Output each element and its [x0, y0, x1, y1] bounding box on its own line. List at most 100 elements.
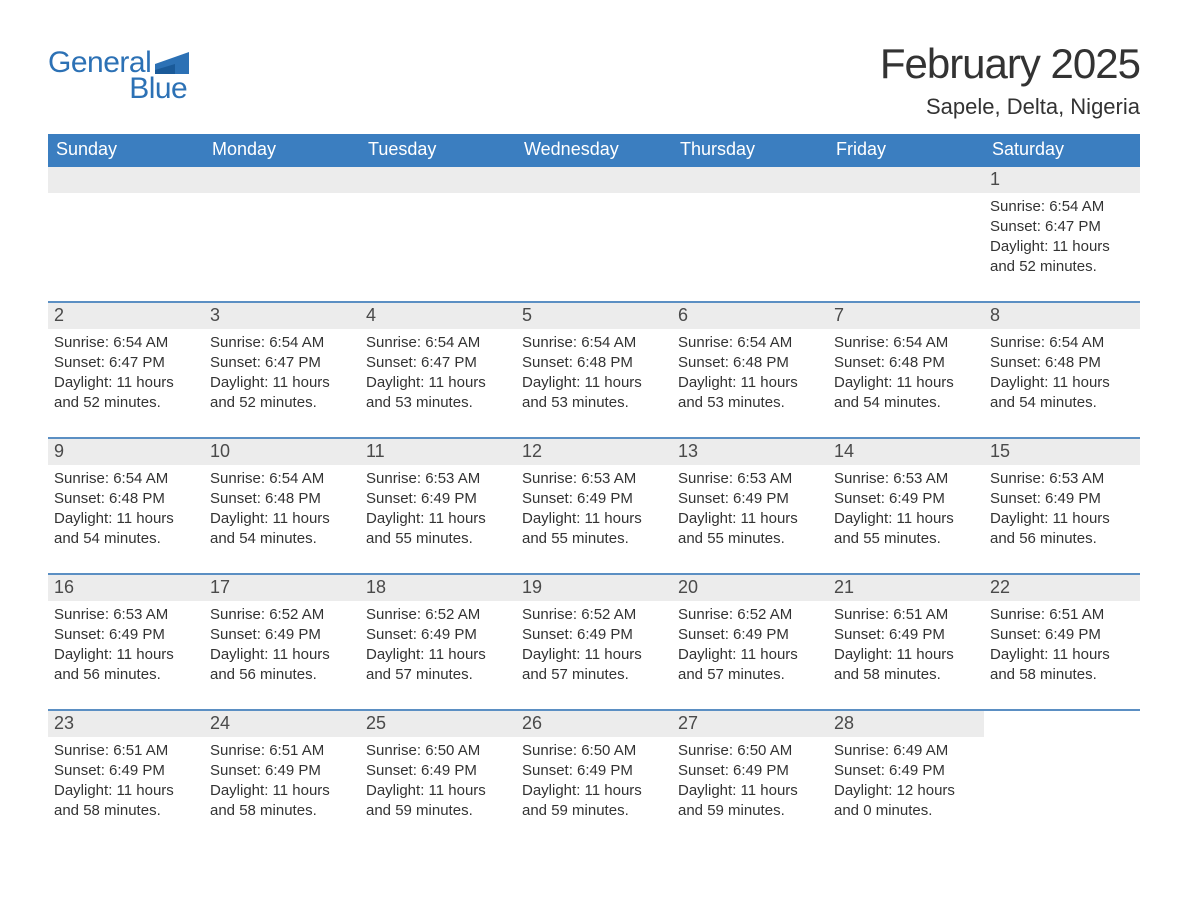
daylight-line: Daylight: 11 hours and 58 minutes.	[834, 645, 978, 685]
daylight-line: Daylight: 11 hours and 55 minutes.	[366, 509, 510, 549]
location-text: Sapele, Delta, Nigeria	[880, 94, 1140, 120]
day-info: Sunrise: 6:53 AMSunset: 6:49 PMDaylight:…	[516, 465, 672, 549]
daylight-line: Daylight: 11 hours and 52 minutes.	[990, 237, 1134, 277]
day-cell: 24Sunrise: 6:51 AMSunset: 6:49 PMDayligh…	[204, 711, 360, 833]
sunset-line: Sunset: 6:49 PM	[54, 761, 198, 781]
day-cell: 13Sunrise: 6:53 AMSunset: 6:49 PMDayligh…	[672, 439, 828, 561]
sunrise-line: Sunrise: 6:54 AM	[990, 333, 1134, 353]
day-number-empty	[828, 167, 984, 193]
day-info: Sunrise: 6:51 AMSunset: 6:49 PMDaylight:…	[48, 737, 204, 821]
day-cell: 15Sunrise: 6:53 AMSunset: 6:49 PMDayligh…	[984, 439, 1140, 561]
day-info: Sunrise: 6:50 AMSunset: 6:49 PMDaylight:…	[516, 737, 672, 821]
daylight-line: Daylight: 11 hours and 56 minutes.	[54, 645, 198, 685]
day-cell	[828, 167, 984, 289]
daylight-line: Daylight: 11 hours and 55 minutes.	[834, 509, 978, 549]
day-info: Sunrise: 6:52 AMSunset: 6:49 PMDaylight:…	[516, 601, 672, 685]
sunset-line: Sunset: 6:49 PM	[834, 761, 978, 781]
day-info: Sunrise: 6:52 AMSunset: 6:49 PMDaylight:…	[204, 601, 360, 685]
day-cell	[204, 167, 360, 289]
sunrise-line: Sunrise: 6:50 AM	[522, 741, 666, 761]
sunrise-line: Sunrise: 6:54 AM	[54, 469, 198, 489]
day-cell: 28Sunrise: 6:49 AMSunset: 6:49 PMDayligh…	[828, 711, 984, 833]
day-info: Sunrise: 6:52 AMSunset: 6:49 PMDaylight:…	[360, 601, 516, 685]
sunset-line: Sunset: 6:49 PM	[522, 761, 666, 781]
sunrise-line: Sunrise: 6:54 AM	[210, 333, 354, 353]
daylight-line: Daylight: 11 hours and 55 minutes.	[522, 509, 666, 549]
weekday-wednesday: Wednesday	[516, 134, 672, 167]
day-number: 14	[828, 439, 984, 465]
day-cell	[984, 711, 1140, 833]
title-block: February 2025 Sapele, Delta, Nigeria	[880, 40, 1140, 120]
day-number: 5	[516, 303, 672, 329]
sunset-line: Sunset: 6:48 PM	[210, 489, 354, 509]
sunrise-line: Sunrise: 6:51 AM	[54, 741, 198, 761]
daylight-line: Daylight: 11 hours and 52 minutes.	[54, 373, 198, 413]
weekday-header-row: SundayMondayTuesdayWednesdayThursdayFrid…	[48, 134, 1140, 167]
day-number: 9	[48, 439, 204, 465]
day-number: 23	[48, 711, 204, 737]
sunset-line: Sunset: 6:49 PM	[990, 489, 1134, 509]
day-info: Sunrise: 6:53 AMSunset: 6:49 PMDaylight:…	[672, 465, 828, 549]
week-row: 16Sunrise: 6:53 AMSunset: 6:49 PMDayligh…	[48, 573, 1140, 697]
day-cell: 27Sunrise: 6:50 AMSunset: 6:49 PMDayligh…	[672, 711, 828, 833]
day-number: 4	[360, 303, 516, 329]
week-row: 23Sunrise: 6:51 AMSunset: 6:49 PMDayligh…	[48, 709, 1140, 833]
day-number: 1	[984, 167, 1140, 193]
day-info: Sunrise: 6:50 AMSunset: 6:49 PMDaylight:…	[360, 737, 516, 821]
day-cell: 10Sunrise: 6:54 AMSunset: 6:48 PMDayligh…	[204, 439, 360, 561]
month-title: February 2025	[880, 40, 1140, 88]
sunset-line: Sunset: 6:48 PM	[678, 353, 822, 373]
calendar: SundayMondayTuesdayWednesdayThursdayFrid…	[48, 134, 1140, 833]
sunrise-line: Sunrise: 6:54 AM	[210, 469, 354, 489]
day-info: Sunrise: 6:54 AMSunset: 6:47 PMDaylight:…	[360, 329, 516, 413]
day-number: 26	[516, 711, 672, 737]
sunset-line: Sunset: 6:49 PM	[522, 625, 666, 645]
day-number: 8	[984, 303, 1140, 329]
day-info: Sunrise: 6:49 AMSunset: 6:49 PMDaylight:…	[828, 737, 984, 821]
day-cell: 8Sunrise: 6:54 AMSunset: 6:48 PMDaylight…	[984, 303, 1140, 425]
day-info: Sunrise: 6:54 AMSunset: 6:48 PMDaylight:…	[204, 465, 360, 549]
day-cell: 16Sunrise: 6:53 AMSunset: 6:49 PMDayligh…	[48, 575, 204, 697]
daylight-line: Daylight: 11 hours and 59 minutes.	[678, 781, 822, 821]
week-row: 2Sunrise: 6:54 AMSunset: 6:47 PMDaylight…	[48, 301, 1140, 425]
daylight-line: Daylight: 11 hours and 56 minutes.	[990, 509, 1134, 549]
day-cell: 26Sunrise: 6:50 AMSunset: 6:49 PMDayligh…	[516, 711, 672, 833]
sunrise-line: Sunrise: 6:54 AM	[990, 197, 1134, 217]
sunrise-line: Sunrise: 6:51 AM	[834, 605, 978, 625]
sunset-line: Sunset: 6:49 PM	[210, 625, 354, 645]
day-info: Sunrise: 6:54 AMSunset: 6:48 PMDaylight:…	[984, 329, 1140, 413]
day-cell: 23Sunrise: 6:51 AMSunset: 6:49 PMDayligh…	[48, 711, 204, 833]
day-number: 15	[984, 439, 1140, 465]
daylight-line: Daylight: 11 hours and 55 minutes.	[678, 509, 822, 549]
day-info: Sunrise: 6:54 AMSunset: 6:48 PMDaylight:…	[48, 465, 204, 549]
day-number: 24	[204, 711, 360, 737]
day-number: 13	[672, 439, 828, 465]
day-cell: 17Sunrise: 6:52 AMSunset: 6:49 PMDayligh…	[204, 575, 360, 697]
daylight-line: Daylight: 11 hours and 54 minutes.	[990, 373, 1134, 413]
day-cell: 11Sunrise: 6:53 AMSunset: 6:49 PMDayligh…	[360, 439, 516, 561]
sunrise-line: Sunrise: 6:54 AM	[678, 333, 822, 353]
sunset-line: Sunset: 6:49 PM	[834, 489, 978, 509]
sunset-line: Sunset: 6:49 PM	[678, 489, 822, 509]
day-number: 12	[516, 439, 672, 465]
daylight-line: Daylight: 11 hours and 59 minutes.	[522, 781, 666, 821]
day-cell: 4Sunrise: 6:54 AMSunset: 6:47 PMDaylight…	[360, 303, 516, 425]
daylight-line: Daylight: 11 hours and 57 minutes.	[522, 645, 666, 685]
day-number: 10	[204, 439, 360, 465]
daylight-line: Daylight: 11 hours and 58 minutes.	[990, 645, 1134, 685]
sunset-line: Sunset: 6:49 PM	[834, 625, 978, 645]
day-cell: 21Sunrise: 6:51 AMSunset: 6:49 PMDayligh…	[828, 575, 984, 697]
sunset-line: Sunset: 6:47 PM	[366, 353, 510, 373]
day-info: Sunrise: 6:50 AMSunset: 6:49 PMDaylight:…	[672, 737, 828, 821]
day-cell: 2Sunrise: 6:54 AMSunset: 6:47 PMDaylight…	[48, 303, 204, 425]
sunrise-line: Sunrise: 6:54 AM	[522, 333, 666, 353]
day-info: Sunrise: 6:51 AMSunset: 6:49 PMDaylight:…	[984, 601, 1140, 685]
day-number: 11	[360, 439, 516, 465]
day-number-empty	[204, 167, 360, 193]
sunset-line: Sunset: 6:49 PM	[366, 761, 510, 781]
sunset-line: Sunset: 6:49 PM	[366, 489, 510, 509]
day-number: 20	[672, 575, 828, 601]
logo: General Blue	[48, 46, 189, 106]
sunrise-line: Sunrise: 6:53 AM	[678, 469, 822, 489]
daylight-line: Daylight: 11 hours and 58 minutes.	[210, 781, 354, 821]
